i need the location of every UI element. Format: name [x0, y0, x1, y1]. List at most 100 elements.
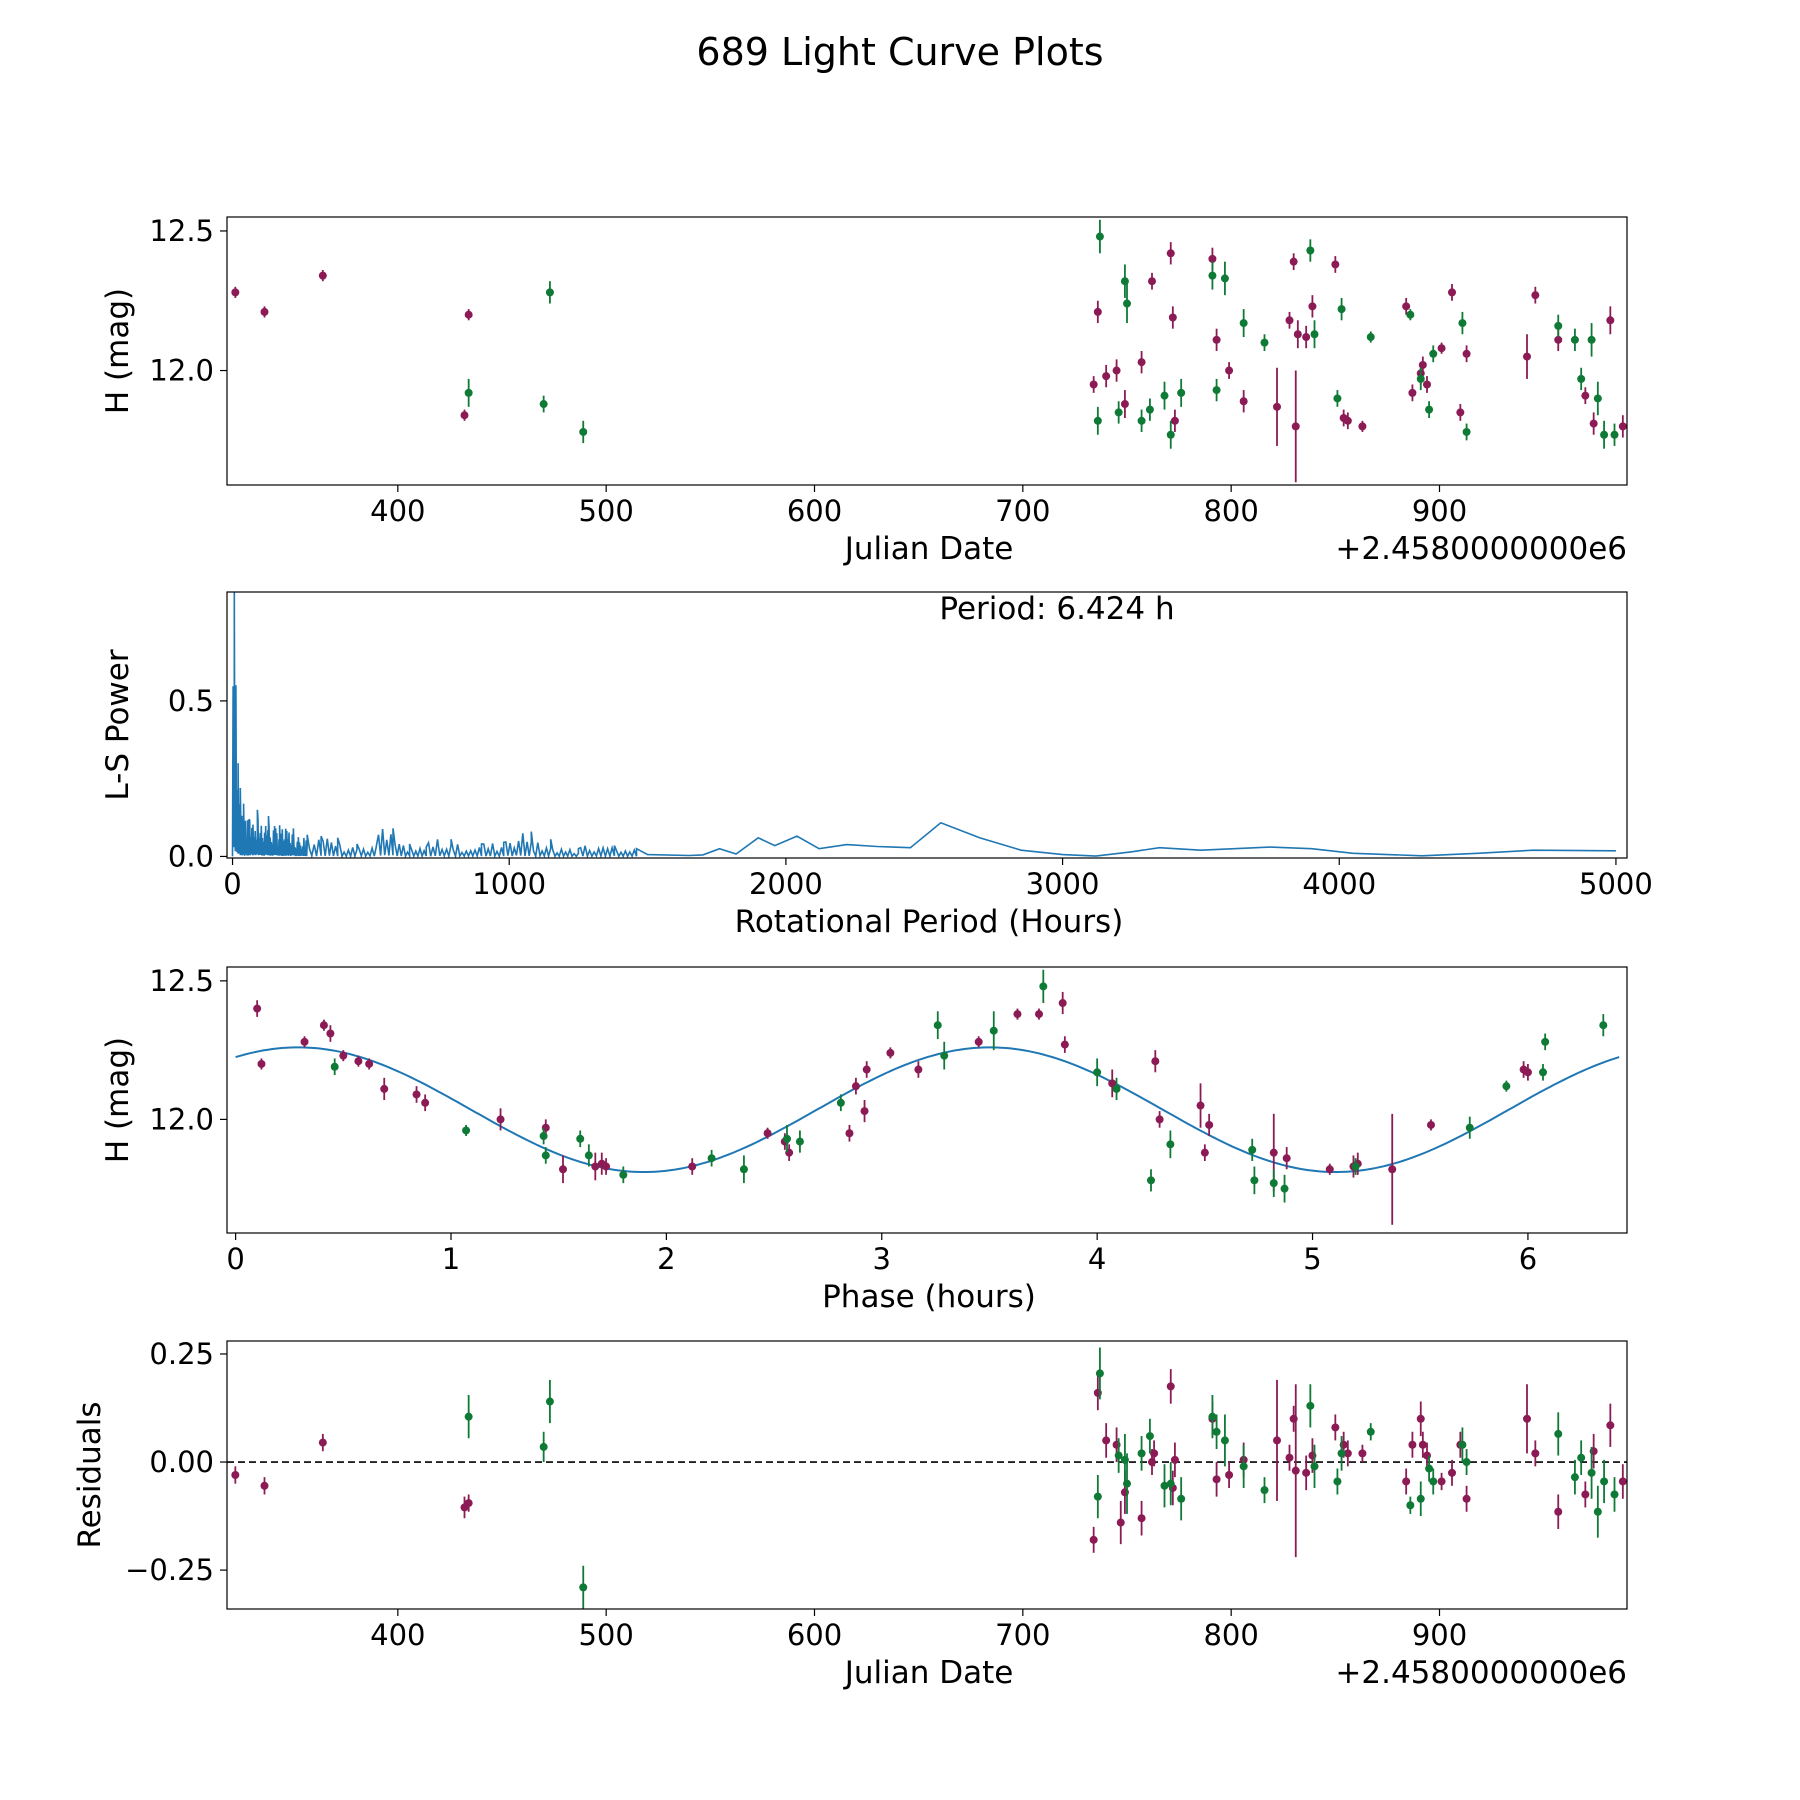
band-1-data-point	[1102, 1436, 1111, 1445]
periodogram-panel: 0 1000 2000 3000 4000 5000 0.0 0.5 Rotational Pe…	[100, 591, 1653, 940]
x-tick-label: 0	[223, 867, 241, 901]
band-1-data-point	[1170, 416, 1179, 425]
band-1-data-point	[365, 1059, 374, 1068]
band-1-data-point	[851, 1082, 860, 1091]
band-1-data-point	[1116, 1518, 1125, 1527]
band-2-data-point	[1600, 1477, 1609, 1486]
x-tick-label: 500	[578, 1618, 633, 1652]
band-1-data-point	[1093, 307, 1102, 316]
x-tick-label: 4000	[1302, 867, 1376, 901]
band-2-data-point	[707, 1154, 716, 1163]
band-1-data-point	[1462, 1494, 1471, 1503]
band-2-data-point	[1239, 1462, 1248, 1471]
y-axis-label: L-S Power	[100, 649, 136, 800]
band-1-data-point	[1060, 1040, 1069, 1049]
band-1-data-point	[1418, 360, 1427, 369]
band-1-data-point	[1325, 1165, 1334, 1174]
band-1-data-point	[974, 1037, 983, 1046]
x-tick-label: 400	[370, 494, 425, 528]
band-1-data-point	[412, 1090, 421, 1099]
band-1-data-point	[1408, 1440, 1417, 1449]
band-1-data-point	[591, 1162, 600, 1171]
x-tick-label: 800	[1203, 494, 1258, 528]
x-tick-label: 5	[1303, 1242, 1321, 1276]
band-1-data-point	[1402, 1477, 1411, 1486]
band-1-data-point	[1239, 397, 1248, 406]
band-1-data-point	[1437, 1477, 1446, 1486]
band-2-data-point	[1177, 1494, 1186, 1503]
band-2-data-point	[1145, 1432, 1154, 1441]
x-tick-label: 700	[995, 494, 1050, 528]
x-tick-label: 900	[1412, 1618, 1467, 1652]
band-1-data-point	[1523, 1414, 1531, 1423]
band-2-data-point	[1465, 1123, 1474, 1132]
band-1-data-point	[1343, 416, 1352, 425]
band-1-data-point	[460, 411, 469, 420]
band-1-data-point	[1308, 302, 1317, 311]
band-1-data-point	[1282, 1154, 1291, 1163]
band-1-data-point	[231, 288, 240, 297]
band-1-data-point	[1554, 335, 1563, 344]
band-1-data-point	[1618, 422, 1627, 431]
band-2-data-point	[1541, 1037, 1550, 1046]
model-fit-curve	[235, 1046, 1620, 1173]
band-2-data-point	[933, 1021, 942, 1030]
band-2-data-point	[1166, 430, 1175, 439]
band-1-data-point	[326, 1029, 335, 1038]
x-tick-label: 600	[787, 494, 842, 528]
x-axis-label: Julian Date	[843, 531, 1014, 567]
band-1-data-point	[1089, 380, 1098, 389]
lightcurve-plot-area	[231, 219, 1627, 483]
x-tick-label: 500	[578, 494, 633, 528]
y-tick-label: 12.5	[149, 964, 214, 998]
band-2-data-point	[1429, 349, 1438, 358]
band-1-data-point	[1523, 352, 1531, 361]
band-2-data-point	[783, 1134, 791, 1143]
band-1-data-point	[763, 1129, 772, 1138]
band-2-data-point	[1166, 1140, 1175, 1149]
band-1-data-point	[318, 271, 327, 280]
x-tick-label: 2000	[749, 867, 823, 901]
band-2-data-point	[739, 1165, 748, 1174]
band-1-data-point	[1402, 302, 1411, 311]
band-1-data-point	[1212, 335, 1221, 344]
band-2-data-point	[1147, 1176, 1155, 1185]
band-2-data-point	[1587, 1468, 1596, 1477]
band-2-data-point	[1093, 1068, 1102, 1077]
band-2-data-point	[1123, 1479, 1131, 1488]
band-1-data-point	[319, 1021, 328, 1030]
band-1-data-point	[1331, 1423, 1340, 1432]
band-2-data-point	[1462, 1458, 1471, 1467]
band-2-data-point	[1351, 1162, 1360, 1171]
x-tick-label: 6	[1519, 1242, 1537, 1276]
band-2-data-point	[619, 1170, 628, 1179]
band-2-data-point	[1610, 430, 1619, 439]
band-2-data-point	[1112, 1084, 1121, 1093]
band-1-data-point	[1285, 1453, 1294, 1462]
y-tick-label: 12.0	[149, 1102, 214, 1136]
band-1-data-point	[845, 1129, 854, 1138]
band-1-data-point	[1089, 1535, 1098, 1544]
band-1-data-point	[1208, 254, 1217, 263]
band-1-data-point	[1137, 1514, 1146, 1523]
band-1-data-point	[1302, 333, 1311, 342]
band-2-data-point	[579, 1583, 588, 1592]
band-2-data-point	[1306, 246, 1315, 255]
band-1-data-point	[1120, 400, 1129, 409]
band-1-data-point	[257, 1059, 266, 1068]
x-tick-label: 3000	[1026, 867, 1100, 901]
x-tick-label: 900	[1412, 494, 1467, 528]
y-tick-label: 0.0	[168, 839, 214, 873]
band-1-data-point	[1291, 1466, 1300, 1475]
band-1-data-point	[1273, 402, 1281, 411]
x-tick-label: 600	[787, 1618, 842, 1652]
band-2-data-point	[1039, 982, 1048, 991]
band-1-data-point	[688, 1162, 697, 1171]
band-2-data-point	[1425, 1464, 1434, 1473]
band-2-data-point	[1593, 1507, 1602, 1516]
y-axis-label: H (mag)	[100, 1037, 136, 1163]
band-2-data-point	[545, 288, 554, 297]
band-2-data-point	[1406, 310, 1415, 319]
period-annotation: Period: 6.424 h	[939, 591, 1174, 627]
band-1-data-point	[1358, 1449, 1367, 1458]
